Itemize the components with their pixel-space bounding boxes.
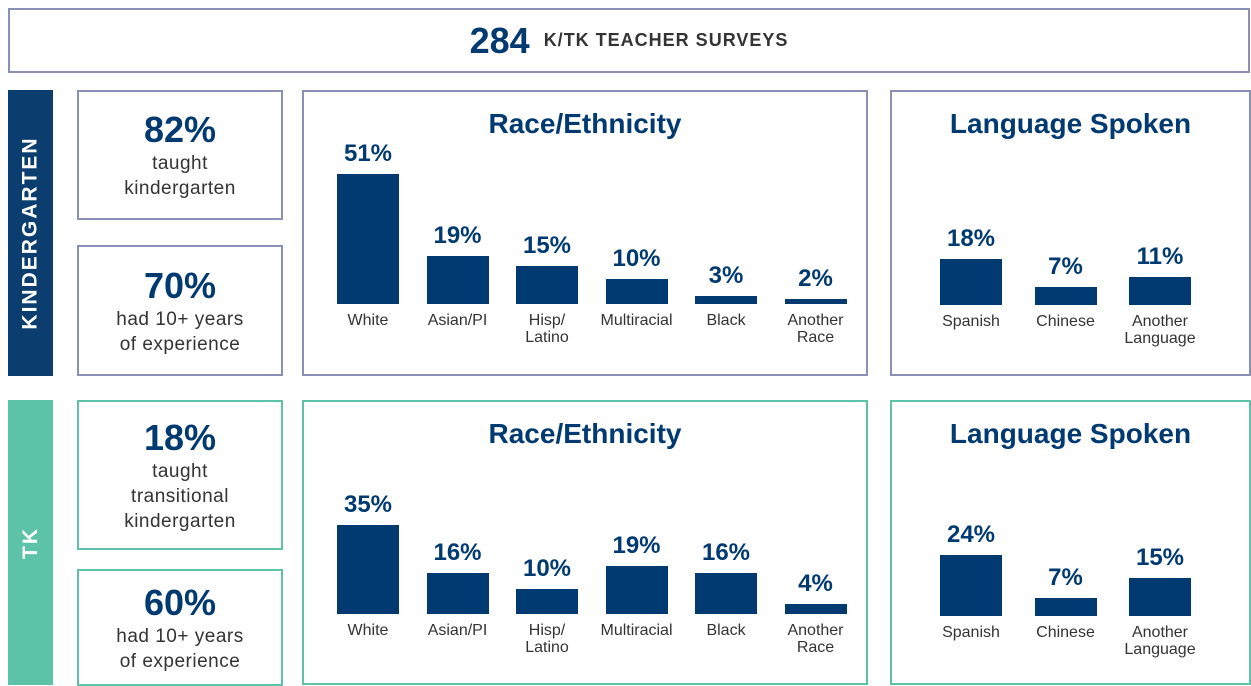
category-label: Chinese — [1036, 313, 1095, 330]
category-label: Another Language — [1124, 313, 1196, 347]
value-label: 16% — [433, 539, 482, 567]
bar — [940, 554, 1002, 616]
value-label: 11% — [1136, 242, 1184, 270]
header: 284 K/TK TEACHER SURVEYS — [8, 8, 1250, 73]
bar — [516, 265, 578, 304]
bar — [516, 588, 578, 614]
chart-title: Race/Ethnicity — [488, 108, 682, 139]
stat-value: 70% — [143, 264, 217, 306]
bar — [426, 255, 489, 304]
survey-count: 284 — [469, 19, 530, 61]
category-label: Hisp/ Latino — [525, 312, 569, 346]
category-label: Another Race — [787, 622, 844, 656]
value-label: 19% — [433, 221, 482, 249]
chart-box: Race/Ethnicity 35% White 16% Asian/PI 10% Hisp… — [302, 400, 868, 685]
category-label: Asian/PI — [427, 622, 488, 639]
category-label: Another Race — [787, 312, 844, 346]
value-label: 16% — [701, 539, 751, 567]
bar — [426, 573, 489, 614]
category-label: Spanish — [942, 624, 1000, 641]
bar — [784, 298, 847, 304]
stat-value: 82% — [143, 109, 217, 150]
value-label: 2% — [798, 264, 833, 292]
chart-box: Race/Ethnicity 51% White 19% Asian/PI 15% Hisp… — [302, 90, 868, 376]
stat-box: 18% taught transitional kindergarten — [77, 400, 283, 550]
bar — [337, 524, 399, 614]
bar — [1034, 287, 1097, 305]
bar — [1034, 598, 1097, 616]
value-label: 3% — [708, 262, 744, 290]
category-label: Another Language — [1124, 624, 1196, 658]
chart-title: Race/Ethnicity — [488, 418, 682, 449]
value-label: 10% — [612, 244, 661, 272]
bar — [695, 296, 757, 304]
value-label: 35% — [343, 490, 393, 518]
stat-text: had 10+ years of experience — [116, 625, 244, 672]
stat-text: had 10+ years of experience — [116, 308, 244, 355]
category-label: Asian/PI — [427, 312, 488, 329]
chart-title: Language Spoken — [949, 418, 1192, 449]
section-label-band: KINDERGARTEN — [8, 90, 53, 376]
section-label: KINDERGARTEN — [18, 136, 42, 330]
bar — [784, 603, 847, 614]
bar — [605, 278, 668, 304]
category-label: White — [347, 312, 389, 329]
category-label: Spanish — [942, 313, 1000, 330]
value-label: 18% — [946, 225, 996, 253]
category-label: Chinese — [1036, 624, 1095, 641]
value-label: 7% — [1048, 253, 1083, 281]
chart-box: Language Spoken 24% Spanish 7% Chinese 15% Ano… — [890, 400, 1251, 685]
category-label: Multiracial — [600, 312, 673, 329]
chart-title: Language Spoken — [949, 108, 1192, 139]
value-label: 15% — [1135, 543, 1185, 571]
bar — [605, 565, 668, 614]
stat-text: taught kindergarten — [124, 153, 236, 199]
bar — [337, 173, 399, 304]
section-label: TK — [18, 526, 42, 559]
value-label: 51% — [343, 139, 393, 167]
category-label: Multiracial — [600, 622, 673, 639]
category-label: Black — [706, 622, 746, 639]
section-label-band: TK — [8, 400, 53, 685]
value-label: 24% — [946, 520, 996, 548]
value-label: 7% — [1048, 564, 1083, 592]
category-label: White — [347, 622, 389, 639]
stat-box: 70% had 10+ years of experience — [77, 245, 283, 376]
category-label: Black — [706, 312, 746, 329]
bar — [940, 259, 1002, 305]
stat-box: 60% had 10+ years of experience — [77, 569, 283, 686]
bar — [695, 573, 757, 614]
stat-text: taught transitional kindergarten — [124, 460, 236, 532]
header-title: K/TK TEACHER SURVEYS — [543, 30, 789, 50]
value-label: 4% — [798, 569, 833, 597]
value-label: 19% — [612, 531, 661, 559]
value-label: 10% — [522, 554, 572, 582]
bar — [1129, 577, 1191, 616]
chart-box: Language Spoken 18% Spanish 7% Chinese 11% Ano… — [890, 90, 1251, 376]
stat-value: 18% — [143, 416, 217, 458]
value-label: 15% — [522, 231, 572, 259]
category-label: Hisp/ Latino — [525, 622, 569, 656]
stat-value: 60% — [143, 581, 217, 623]
bar — [1129, 276, 1191, 305]
stat-box: 82% taught kindergarten — [77, 90, 283, 220]
